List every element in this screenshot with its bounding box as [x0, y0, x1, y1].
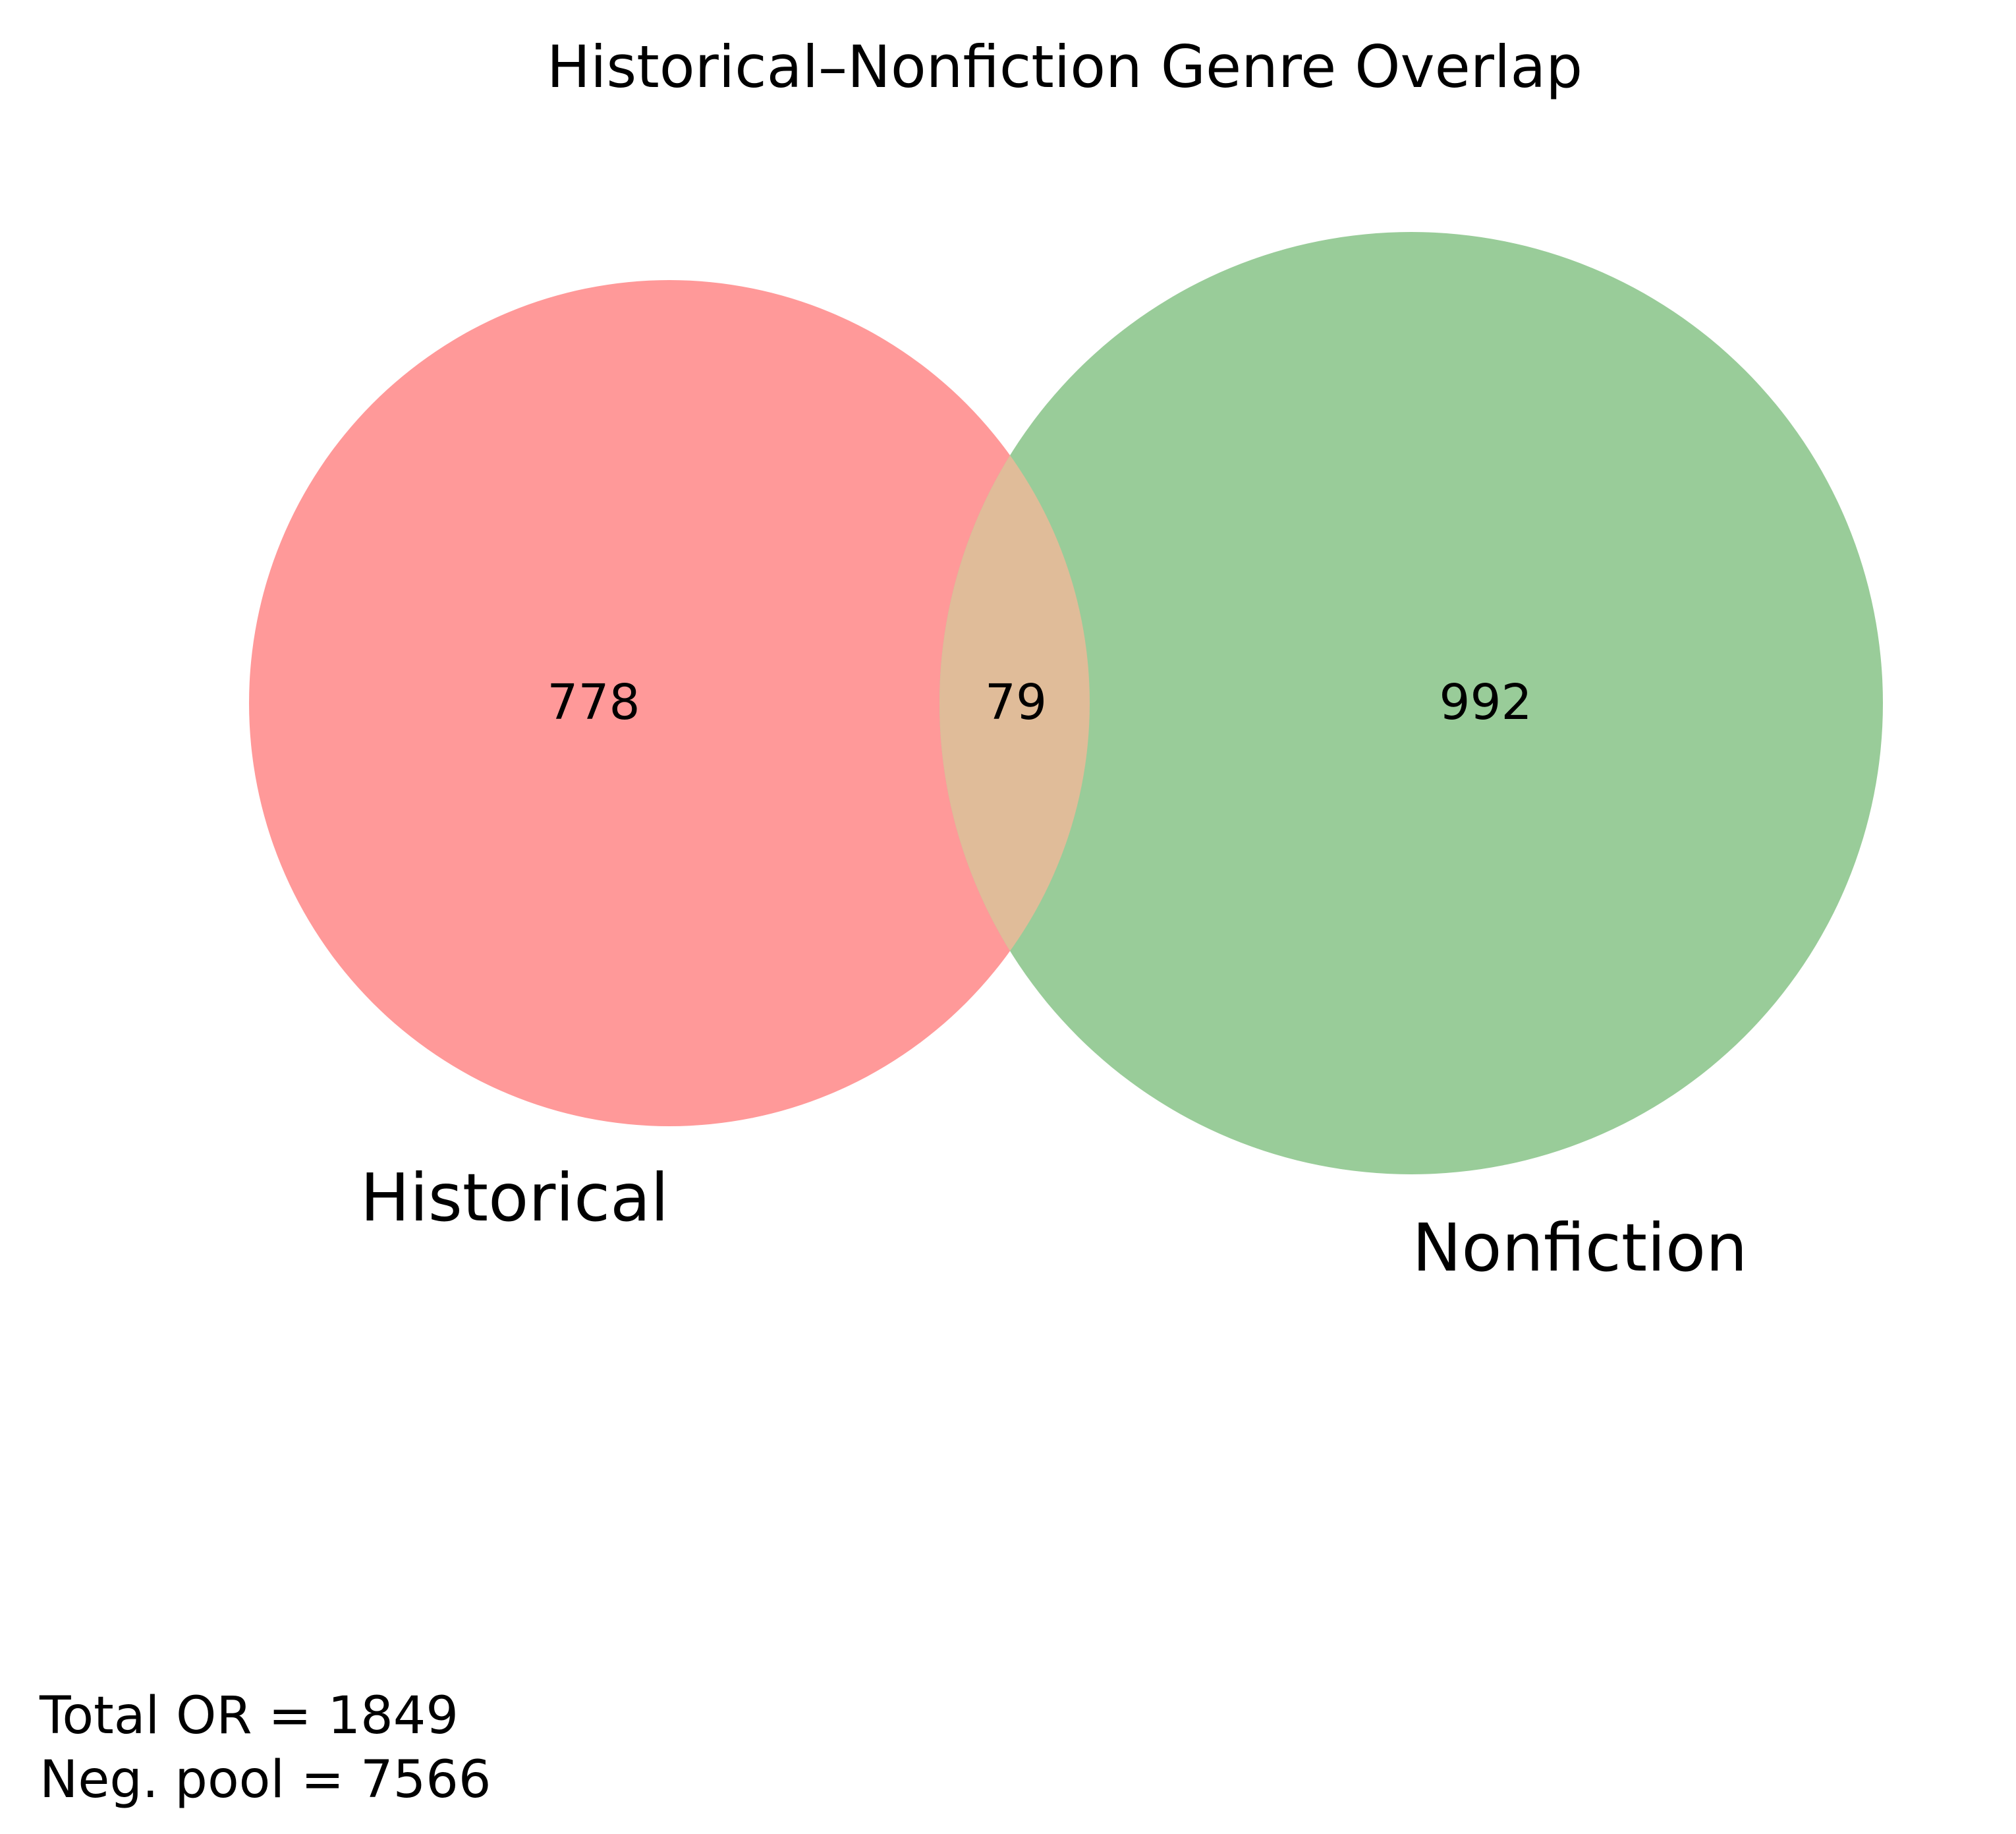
intersection-count: 79 [985, 674, 1047, 731]
total-or-text: Total OR = 1849 [40, 1686, 459, 1746]
summary-footnote: Total OR = 1849 Neg. pool = 7566 [40, 1684, 491, 1812]
historical-circle [249, 280, 1090, 1126]
neg-pool-text: Neg. pool = 7566 [40, 1750, 491, 1810]
diagram-title: Historical–Nonfiction Genre Overlap [547, 33, 1582, 101]
historical-only-count: 778 [547, 674, 640, 731]
nonfiction-circle [939, 232, 1883, 1174]
historical-label: Historical [360, 1159, 669, 1236]
nonfiction-only-count: 992 [1439, 674, 1532, 731]
nonfiction-label: Nonfiction [1413, 1209, 1748, 1286]
